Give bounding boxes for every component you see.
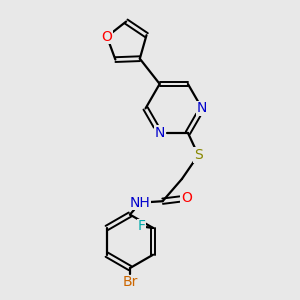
Text: O: O xyxy=(181,191,192,205)
Text: H: H xyxy=(136,196,145,209)
Text: F: F xyxy=(137,220,145,233)
Text: S: S xyxy=(194,148,203,162)
Text: N: N xyxy=(197,101,207,116)
Text: NH: NH xyxy=(130,196,151,210)
Text: N: N xyxy=(154,126,165,140)
Text: Br: Br xyxy=(122,275,138,289)
Text: O: O xyxy=(101,30,112,44)
